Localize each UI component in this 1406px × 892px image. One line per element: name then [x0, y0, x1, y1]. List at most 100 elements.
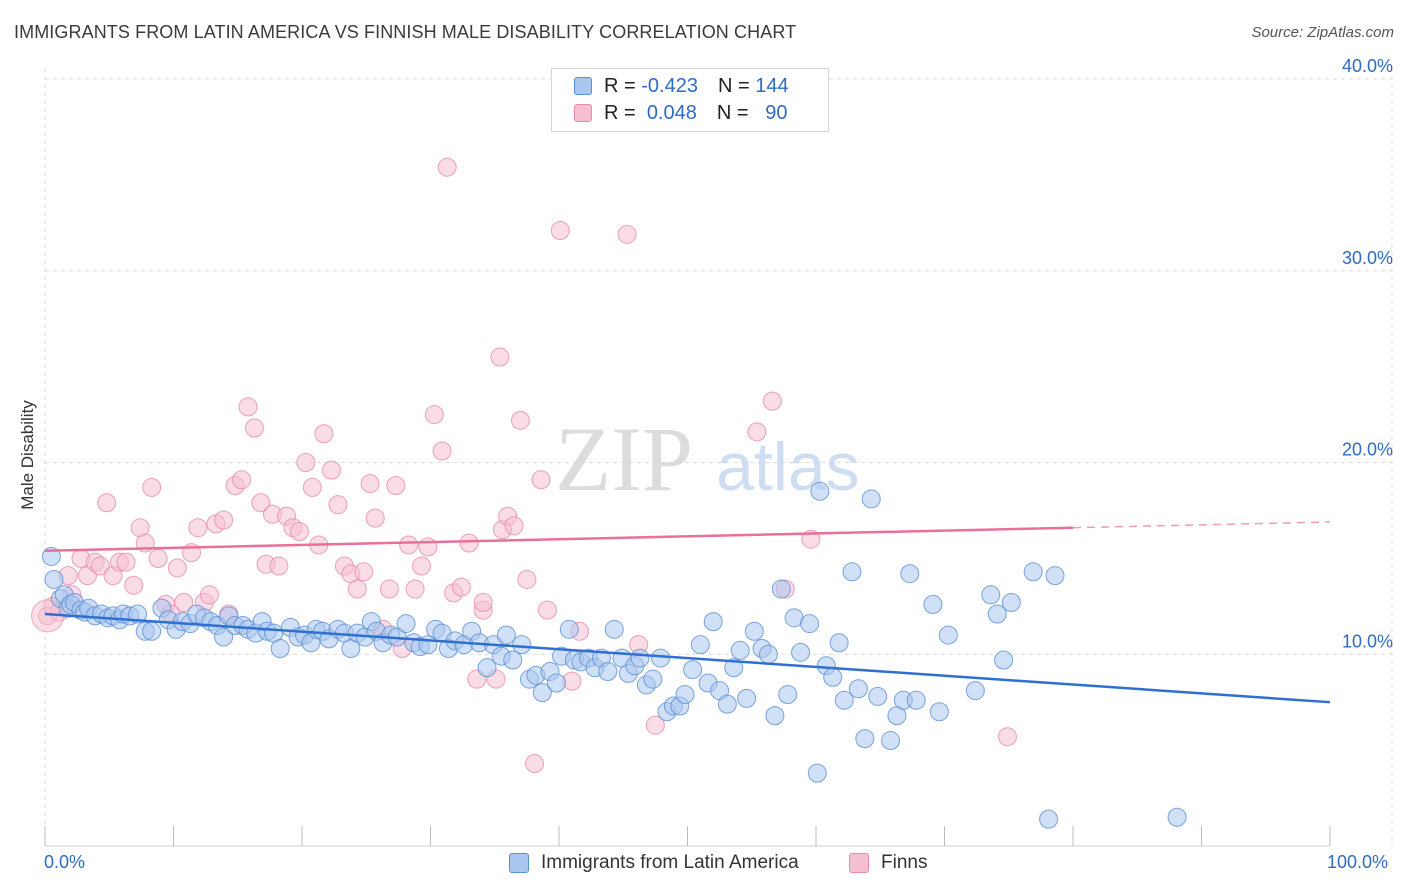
bottom-legend-label: Finns [881, 852, 928, 873]
data-point [116, 552, 136, 572]
data-point [690, 635, 710, 655]
data-point [981, 585, 1001, 605]
data-point [765, 706, 785, 726]
data-point [531, 470, 551, 490]
data-point [322, 460, 342, 480]
data-point [987, 604, 1007, 624]
legend-n-value: 90 [765, 101, 788, 124]
data-point [965, 681, 985, 701]
data-point [550, 220, 570, 240]
data-point [675, 685, 695, 705]
legend-r-value: 0.048 [646, 101, 697, 124]
data-point [314, 424, 334, 444]
y-tick-labels: 10.0% 20.0% 30.0% 40.0% [1342, 56, 1393, 651]
data-point [559, 619, 579, 639]
x-tick-label-min: 0.0% [44, 852, 86, 872]
data-point [124, 575, 144, 595]
data-point [747, 422, 767, 442]
data-point [386, 476, 406, 496]
legend-row-pink: R = 0.048 N = 90 [574, 100, 787, 126]
data-point [128, 604, 148, 624]
data-point [823, 667, 843, 687]
data-point [848, 679, 868, 699]
data-point [503, 650, 523, 670]
data-point [617, 224, 637, 244]
data-point [41, 546, 61, 566]
y-tick-label: 30.0% [1342, 248, 1393, 268]
data-point [730, 640, 750, 660]
data-point [347, 579, 367, 599]
y-axis-label: Male Disability [18, 400, 37, 510]
data-point [512, 635, 532, 655]
bottom-legend-swatch-blue [509, 853, 529, 873]
data-point [604, 619, 624, 639]
legend-n-value: 144 [755, 74, 789, 97]
legend-n-label: N = [716, 101, 749, 124]
data-point [810, 481, 830, 501]
data-point [328, 495, 348, 515]
data-point [744, 621, 764, 641]
data-point [834, 690, 854, 710]
data-point [1167, 807, 1187, 827]
data-point [188, 518, 208, 538]
data-point [302, 477, 322, 497]
data-point [717, 694, 737, 714]
grid-lines [45, 78, 1392, 655]
data-point [289, 522, 309, 542]
data-point [90, 556, 110, 576]
data-point [405, 579, 425, 599]
bottom-legend-finns: Finns [849, 852, 927, 874]
legend-swatch-blue [574, 77, 592, 95]
data-point [861, 489, 881, 509]
legend-n-label: N = [717, 74, 750, 97]
data-point [938, 625, 958, 645]
data-point [244, 418, 264, 438]
data-point [473, 592, 493, 612]
data-point [360, 474, 380, 494]
data-point [923, 594, 943, 614]
data-point [868, 686, 888, 706]
data-point [842, 562, 862, 582]
data-point [778, 685, 798, 705]
watermark-atlas: atlas [716, 429, 860, 505]
data-point [214, 627, 234, 647]
data-point [771, 579, 791, 599]
data-point [537, 600, 557, 620]
data-point [459, 533, 479, 553]
data-point [758, 644, 778, 664]
watermark-zip: ZIP [555, 408, 693, 510]
data-point [142, 621, 162, 641]
data-point [269, 556, 289, 576]
y-tick-label: 10.0% [1342, 631, 1393, 651]
data-point [199, 585, 219, 605]
data-point [737, 688, 757, 708]
data-point [490, 347, 510, 367]
data-point [703, 612, 723, 632]
data-point [270, 638, 290, 658]
legend-r-value: -0.423 [641, 74, 698, 97]
data-point [379, 579, 399, 599]
trend-line-pink [44, 526, 1074, 552]
data-point [994, 650, 1014, 670]
data-point [929, 702, 949, 722]
legend-swatch-pink [574, 104, 592, 122]
data-point [829, 633, 849, 653]
data-point [807, 763, 827, 783]
bottom-legend-swatch-pink [849, 853, 869, 873]
data-point [238, 397, 258, 417]
data-point [517, 569, 537, 589]
correlation-legend: R = -0.423 N = 144 R = 0.048 N = 90 [551, 68, 829, 132]
data-point [1023, 562, 1043, 582]
y-tick-label: 20.0% [1342, 440, 1393, 460]
data-point [418, 537, 438, 557]
data-point [354, 562, 374, 582]
data-point [1045, 566, 1065, 586]
data-point [1039, 809, 1059, 829]
trend-line-blue [44, 612, 1331, 704]
data-point [296, 453, 316, 472]
data-point [546, 673, 566, 693]
data-point [148, 548, 168, 568]
latin-america-points [41, 481, 1187, 829]
data-point [683, 660, 703, 680]
